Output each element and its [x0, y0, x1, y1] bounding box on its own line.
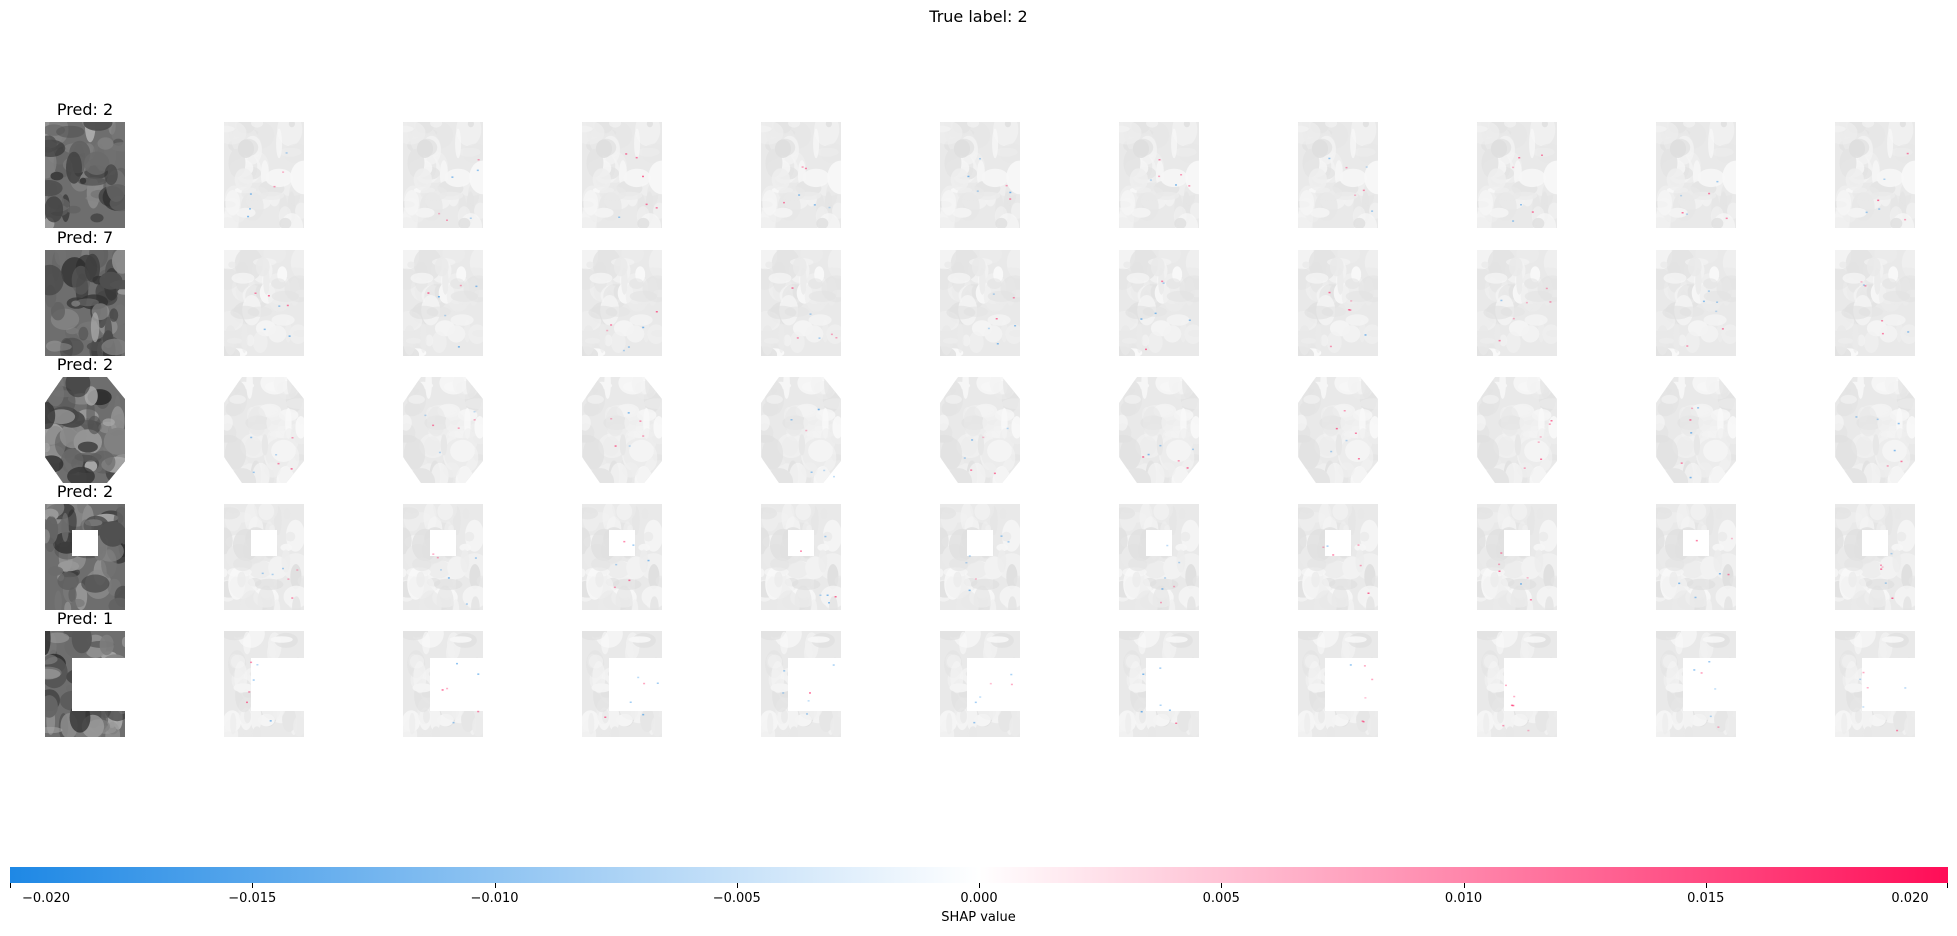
shap-explanation-image: [224, 504, 304, 610]
shap-explanation-image: [1477, 377, 1557, 483]
shap-explanation-image: [940, 377, 1020, 483]
shap-explanation-image: [761, 250, 841, 356]
shap-explanation-image: [761, 377, 841, 483]
shap-explanation-image: [224, 631, 304, 737]
shap-explanation-image: [761, 504, 841, 610]
shap-explanation-image: [1298, 504, 1378, 610]
shap-explanation-image: [1119, 377, 1199, 483]
shap-explanation-image: [1298, 250, 1378, 356]
shap-explanation-image: [582, 631, 662, 737]
shap-explanation-image: [403, 250, 483, 356]
colorbar-tick-label: 0.010: [1444, 891, 1483, 906]
shap-explanation-image: [1656, 631, 1736, 737]
shap-explanation-image: [940, 631, 1020, 737]
shap-explanation-image: [1656, 122, 1736, 228]
shap-explanation-image: [403, 377, 483, 483]
shap-explanation-image: [1119, 250, 1199, 356]
colorbar-tick-label: 0.005: [1202, 891, 1240, 906]
shap-explanation-image: [582, 504, 662, 610]
row-pred-title: Pred: 1: [56, 609, 114, 628]
shap-explanation-image: [1298, 122, 1378, 228]
shap-explanation-image: [1119, 504, 1199, 610]
shap-explanation-image: [1835, 631, 1915, 737]
colorbar-tick-mark: [494, 883, 496, 888]
shap-explanation-image: [1656, 504, 1736, 610]
colorbar-tick-label: −0.005: [712, 891, 761, 906]
row-pred-title: Pred: 2: [56, 355, 114, 374]
colorbar-tick-mark: [1221, 883, 1223, 888]
colorbar-tick-label: −0.020: [21, 891, 71, 906]
colorbar-tick-mark: [979, 883, 980, 888]
shap-explanation-image: [403, 122, 483, 228]
colorbar-gradient: [10, 867, 1948, 883]
shap-explanation-image: [1477, 122, 1557, 228]
shap-explanation-image: [1298, 631, 1378, 737]
shap-explanation-image: [1477, 504, 1557, 610]
shap-explanation-image: [1656, 250, 1736, 356]
input-image: [45, 250, 125, 356]
shap-explanation-image: [224, 250, 304, 356]
shap-explanation-image: [1477, 250, 1557, 356]
shap-explanation-image: [1835, 250, 1915, 356]
colorbar-tick-mark: [736, 883, 738, 888]
shap-explanation-image: [403, 631, 483, 737]
shap-explanation-image: [1119, 631, 1199, 737]
colorbar-tick-mark: [10, 883, 11, 888]
shap-explanation-image: [582, 122, 662, 228]
input-image: [45, 122, 125, 228]
shap-explanation-image: [1835, 122, 1915, 228]
colorbar-tick-label: −0.010: [470, 891, 519, 906]
colorbar-tick-mark: [1947, 883, 1948, 888]
input-image: [45, 504, 125, 610]
colorbar-tick-mark: [1463, 883, 1465, 888]
shap-explanation-image: [582, 377, 662, 483]
shap-explanation-image: [582, 250, 662, 356]
colorbar: [10, 867, 1948, 883]
colorbar-tick-label: 0.020: [1891, 891, 1929, 906]
shap-explanation-image: [224, 377, 304, 483]
shap-explanation-image: [940, 250, 1020, 356]
row-pred-title: Pred: 7: [56, 228, 114, 247]
shap-explanation-image: [1119, 122, 1199, 228]
shap-explanation-image: [1835, 377, 1915, 483]
input-image: [45, 631, 125, 737]
shap-explanation-image: [940, 504, 1020, 610]
shap-explanation-image: [940, 122, 1020, 228]
colorbar-tick-mark: [252, 883, 254, 888]
colorbar-tick-label: 0.000: [960, 891, 998, 906]
shap-explanation-image: [1656, 377, 1736, 483]
colorbar-tick-mark: [1705, 883, 1707, 888]
colorbar-tick-label: 0.015: [1687, 891, 1725, 906]
colorbar-tick-label: −0.015: [228, 891, 277, 906]
shap-explanation-image: [224, 122, 304, 228]
chart-title: True label: 2: [929, 7, 1028, 26]
colorbar-label: SHAP value: [941, 910, 1016, 925]
row-pred-title: Pred: 2: [56, 482, 114, 501]
shap-explanation-image: [1477, 631, 1557, 737]
shap-explanation-image: [1835, 504, 1915, 610]
shap-explanation-image: [1298, 377, 1378, 483]
shap-explanation-image: [761, 631, 841, 737]
input-image: [45, 377, 125, 483]
shap-explanation-image: [761, 122, 841, 228]
shap-explanation-image: [403, 504, 483, 610]
row-pred-title: Pred: 2: [56, 100, 114, 119]
